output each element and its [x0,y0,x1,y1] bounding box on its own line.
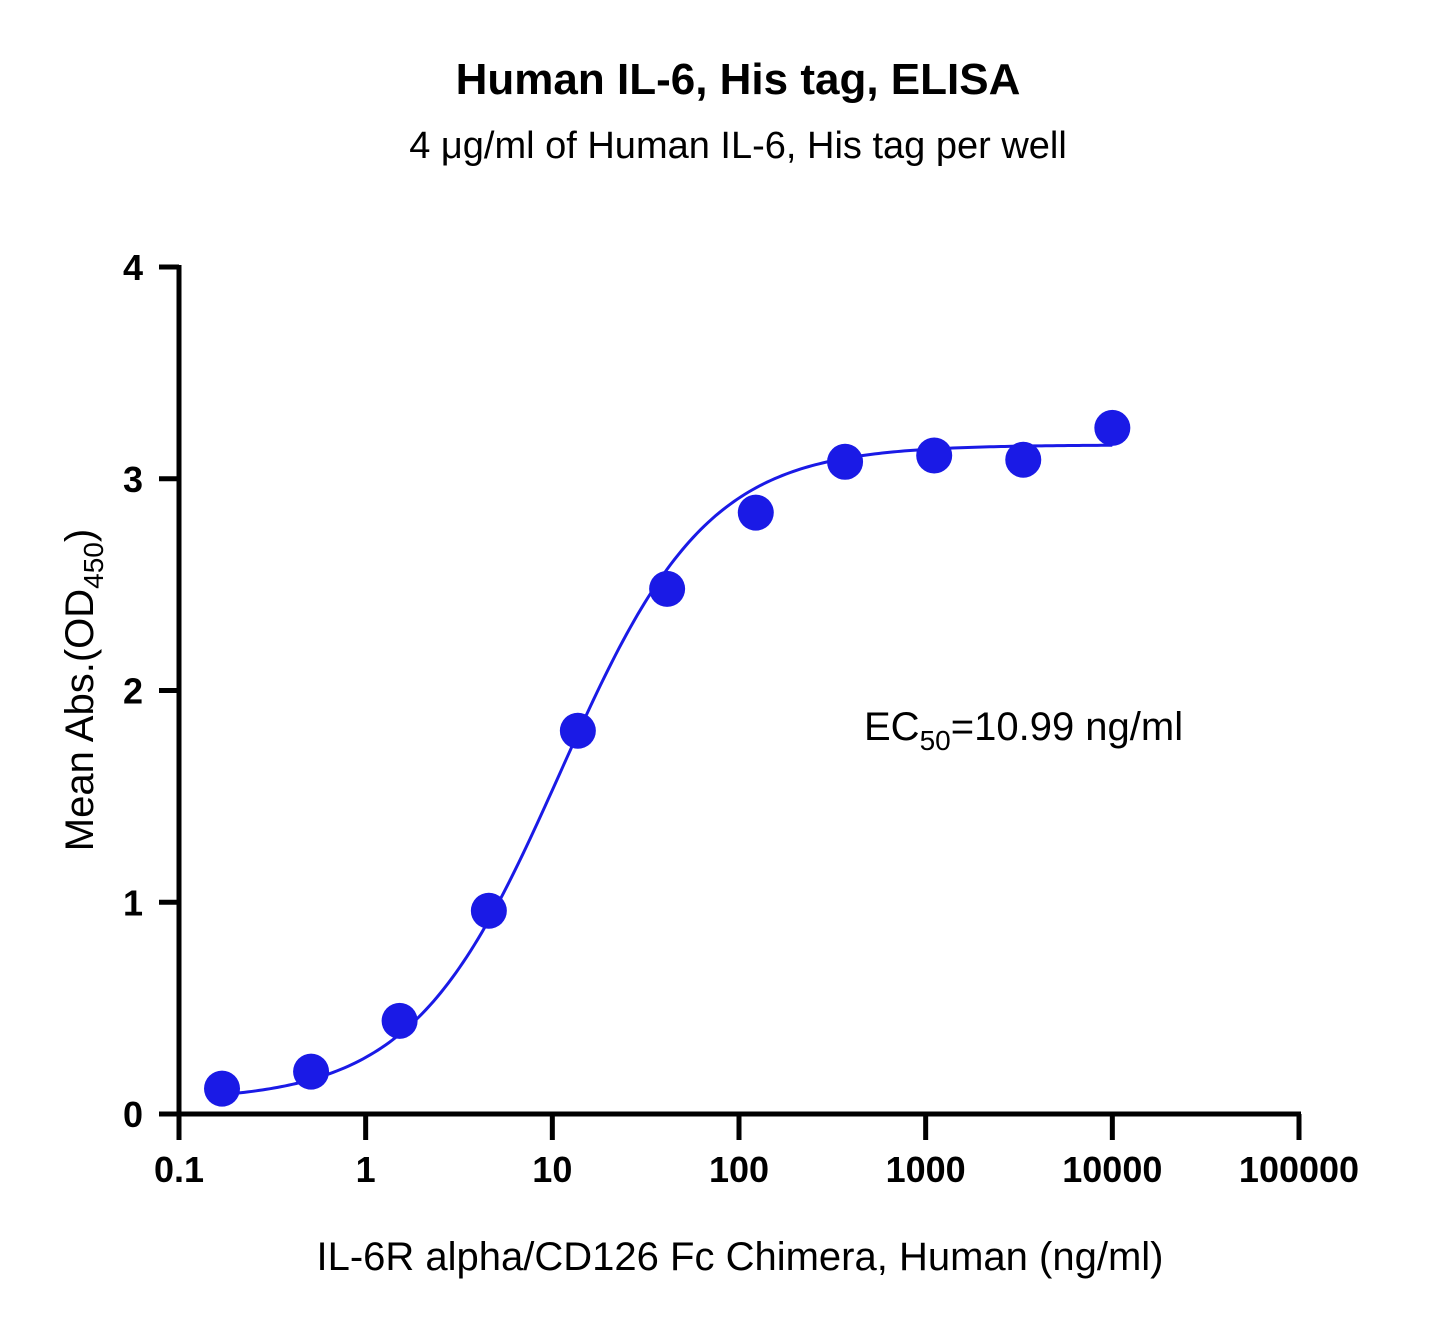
x-tick-label: 10 [532,1149,572,1190]
data-point [916,437,953,474]
y-axis-label-end: ) [58,529,102,542]
x-tick-label: 100000 [1239,1149,1359,1190]
ec50-annotation: EC50=10.99 ng/ml [864,705,1183,756]
data-point [204,1070,241,1107]
x-tick-label: 1 [356,1149,376,1190]
x-tick-label: 100 [709,1149,769,1190]
data-point [827,443,864,480]
ec50-label-subscript: 50 [920,725,951,756]
chart-subtitle: 4 μg/ml of Human IL-6, His tag per well [409,125,1067,167]
x-axis-label: IL-6R alpha/CD126 Fc Chimera, Human (ng/… [317,1235,1164,1279]
x-tick-label: 0.1 [154,1149,204,1190]
x-tick-label: 10000 [1062,1149,1162,1190]
ec50-label-value: =10.99 ng/ml [951,705,1183,749]
y-axis-label: Mean Abs.(OD450) [58,529,109,851]
data-point [649,570,686,607]
y-axis-label-subscript: 450 [78,542,109,589]
data-point [293,1053,330,1090]
data-point [470,892,507,929]
fit-curve [221,443,1113,1097]
y-tick-label: 3 [123,459,143,500]
ec50-label-main: EC [864,705,920,749]
y-tick-label: 0 [123,1094,143,1135]
plot-area [204,409,1131,1107]
y-axis-ticks: 0 1 2 3 4 [123,247,179,1135]
data-points [204,409,1131,1107]
data-point [1005,441,1042,478]
y-axis-label-main: Mean Abs.(OD [58,589,102,851]
data-point [737,494,774,531]
y-tick-label: 4 [123,247,143,288]
chart-title: Human IL-6, His tag, ELISA [456,55,1021,104]
x-axis-ticks: 0.1 1 10 100 1000 10000 100000 [154,1114,1359,1190]
data-point [1094,409,1131,446]
y-tick-label: 1 [123,882,143,923]
y-tick-label: 2 [123,671,143,712]
data-point [559,712,596,749]
data-point [381,1002,418,1039]
x-tick-label: 1000 [886,1149,966,1190]
